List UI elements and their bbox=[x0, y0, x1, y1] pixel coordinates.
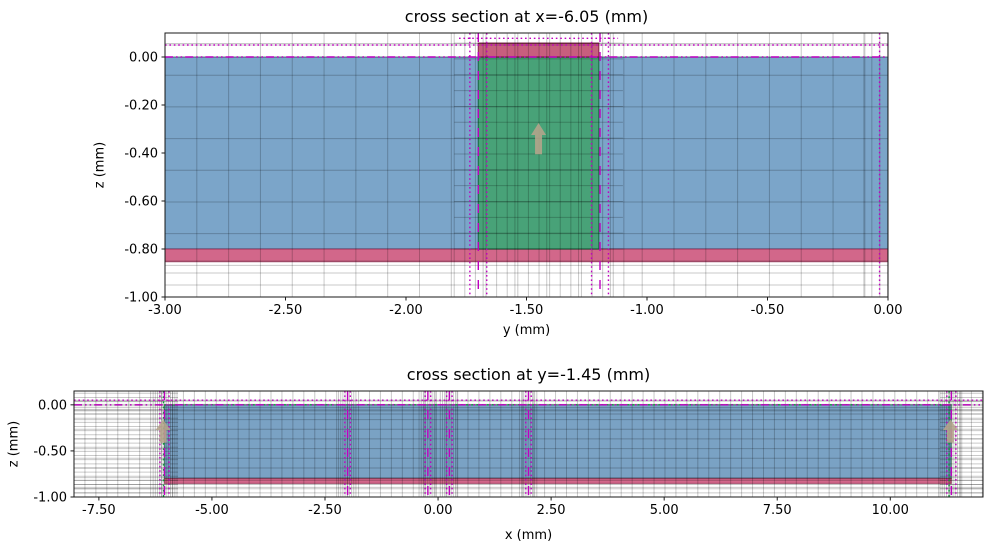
structure-rect-buried-layer bbox=[165, 248, 888, 263]
axes-frame bbox=[73, 390, 984, 498]
y-tick-label: -0.40 bbox=[124, 147, 158, 162]
top-plot-xlabel: y (mm) bbox=[502, 323, 551, 338]
x-tick-label: -1.00 bbox=[630, 303, 664, 318]
source-arrow bbox=[942, 419, 958, 443]
x-tick-label: -2.00 bbox=[389, 303, 423, 318]
y-tick-label: -0.80 bbox=[124, 243, 158, 258]
y-tick-label: -1.00 bbox=[33, 491, 67, 506]
x-tick-label: 0.00 bbox=[874, 303, 903, 318]
source-arrow bbox=[155, 419, 171, 443]
x-tick-label: 7.50 bbox=[763, 503, 792, 518]
bottom-plot-title: cross section at y=-1.45 (mm) bbox=[406, 365, 651, 384]
axis-ticks: -7.50 -5.00 -2.50 0.00 2.50 5.00 7.50 10.00 0.00… bbox=[33, 398, 909, 518]
y-tick-label: -0.60 bbox=[124, 195, 158, 210]
axis-ticks: -3.00 -2.50 -2.00 -1.50 -1.00 -0.50 0.00 0.00 -0… bbox=[124, 51, 902, 319]
top-cross-section-content bbox=[165, 33, 888, 297]
source-arrow bbox=[531, 123, 547, 155]
bottom-plot-xlabel: x (mm) bbox=[504, 528, 553, 543]
x-tick-label: -5.00 bbox=[195, 503, 229, 518]
structure-rect-top-metal bbox=[477, 42, 600, 58]
y-tick-label: -1.00 bbox=[124, 291, 158, 306]
x-tick-label: -2.50 bbox=[308, 503, 342, 518]
structure-rect-buried-layer bbox=[163, 477, 952, 485]
x-tick-label: -2.50 bbox=[269, 303, 303, 318]
bottom-plot-ylabel: z (mm) bbox=[6, 420, 22, 468]
x-tick-label: 2.50 bbox=[537, 503, 566, 518]
x-tick-label: 5.00 bbox=[650, 503, 679, 518]
y-tick-label: -0.20 bbox=[124, 99, 158, 114]
bottom-cross-section-content bbox=[74, 391, 983, 497]
y-tick-label: 0.00 bbox=[129, 51, 158, 66]
x-tick-label: 0.00 bbox=[424, 503, 453, 518]
x-tick-label: 10.00 bbox=[872, 503, 909, 518]
top-plot-ylabel: z (mm) bbox=[92, 141, 108, 189]
x-tick-label: -7.50 bbox=[82, 503, 116, 518]
y-tick-label: -0.50 bbox=[33, 444, 67, 459]
x-tick-label: -1.50 bbox=[510, 303, 544, 318]
x-tick-label: -3.00 bbox=[148, 303, 182, 318]
top-cross-section: -3.00 -2.50 -2.00 -1.50 -1.00 -0.50 0.00 0.00 -0… bbox=[124, 32, 902, 319]
x-tick-label: -0.50 bbox=[751, 303, 785, 318]
top-plot-title: cross section at x=-6.05 (mm) bbox=[404, 7, 649, 26]
structure-rect-cladding bbox=[163, 404, 952, 480]
y-tick-label: 0.00 bbox=[38, 398, 67, 413]
bottom-cross-section: -7.50 -5.00 -2.50 0.00 2.50 5.00 7.50 10.00 0.00… bbox=[33, 390, 984, 518]
